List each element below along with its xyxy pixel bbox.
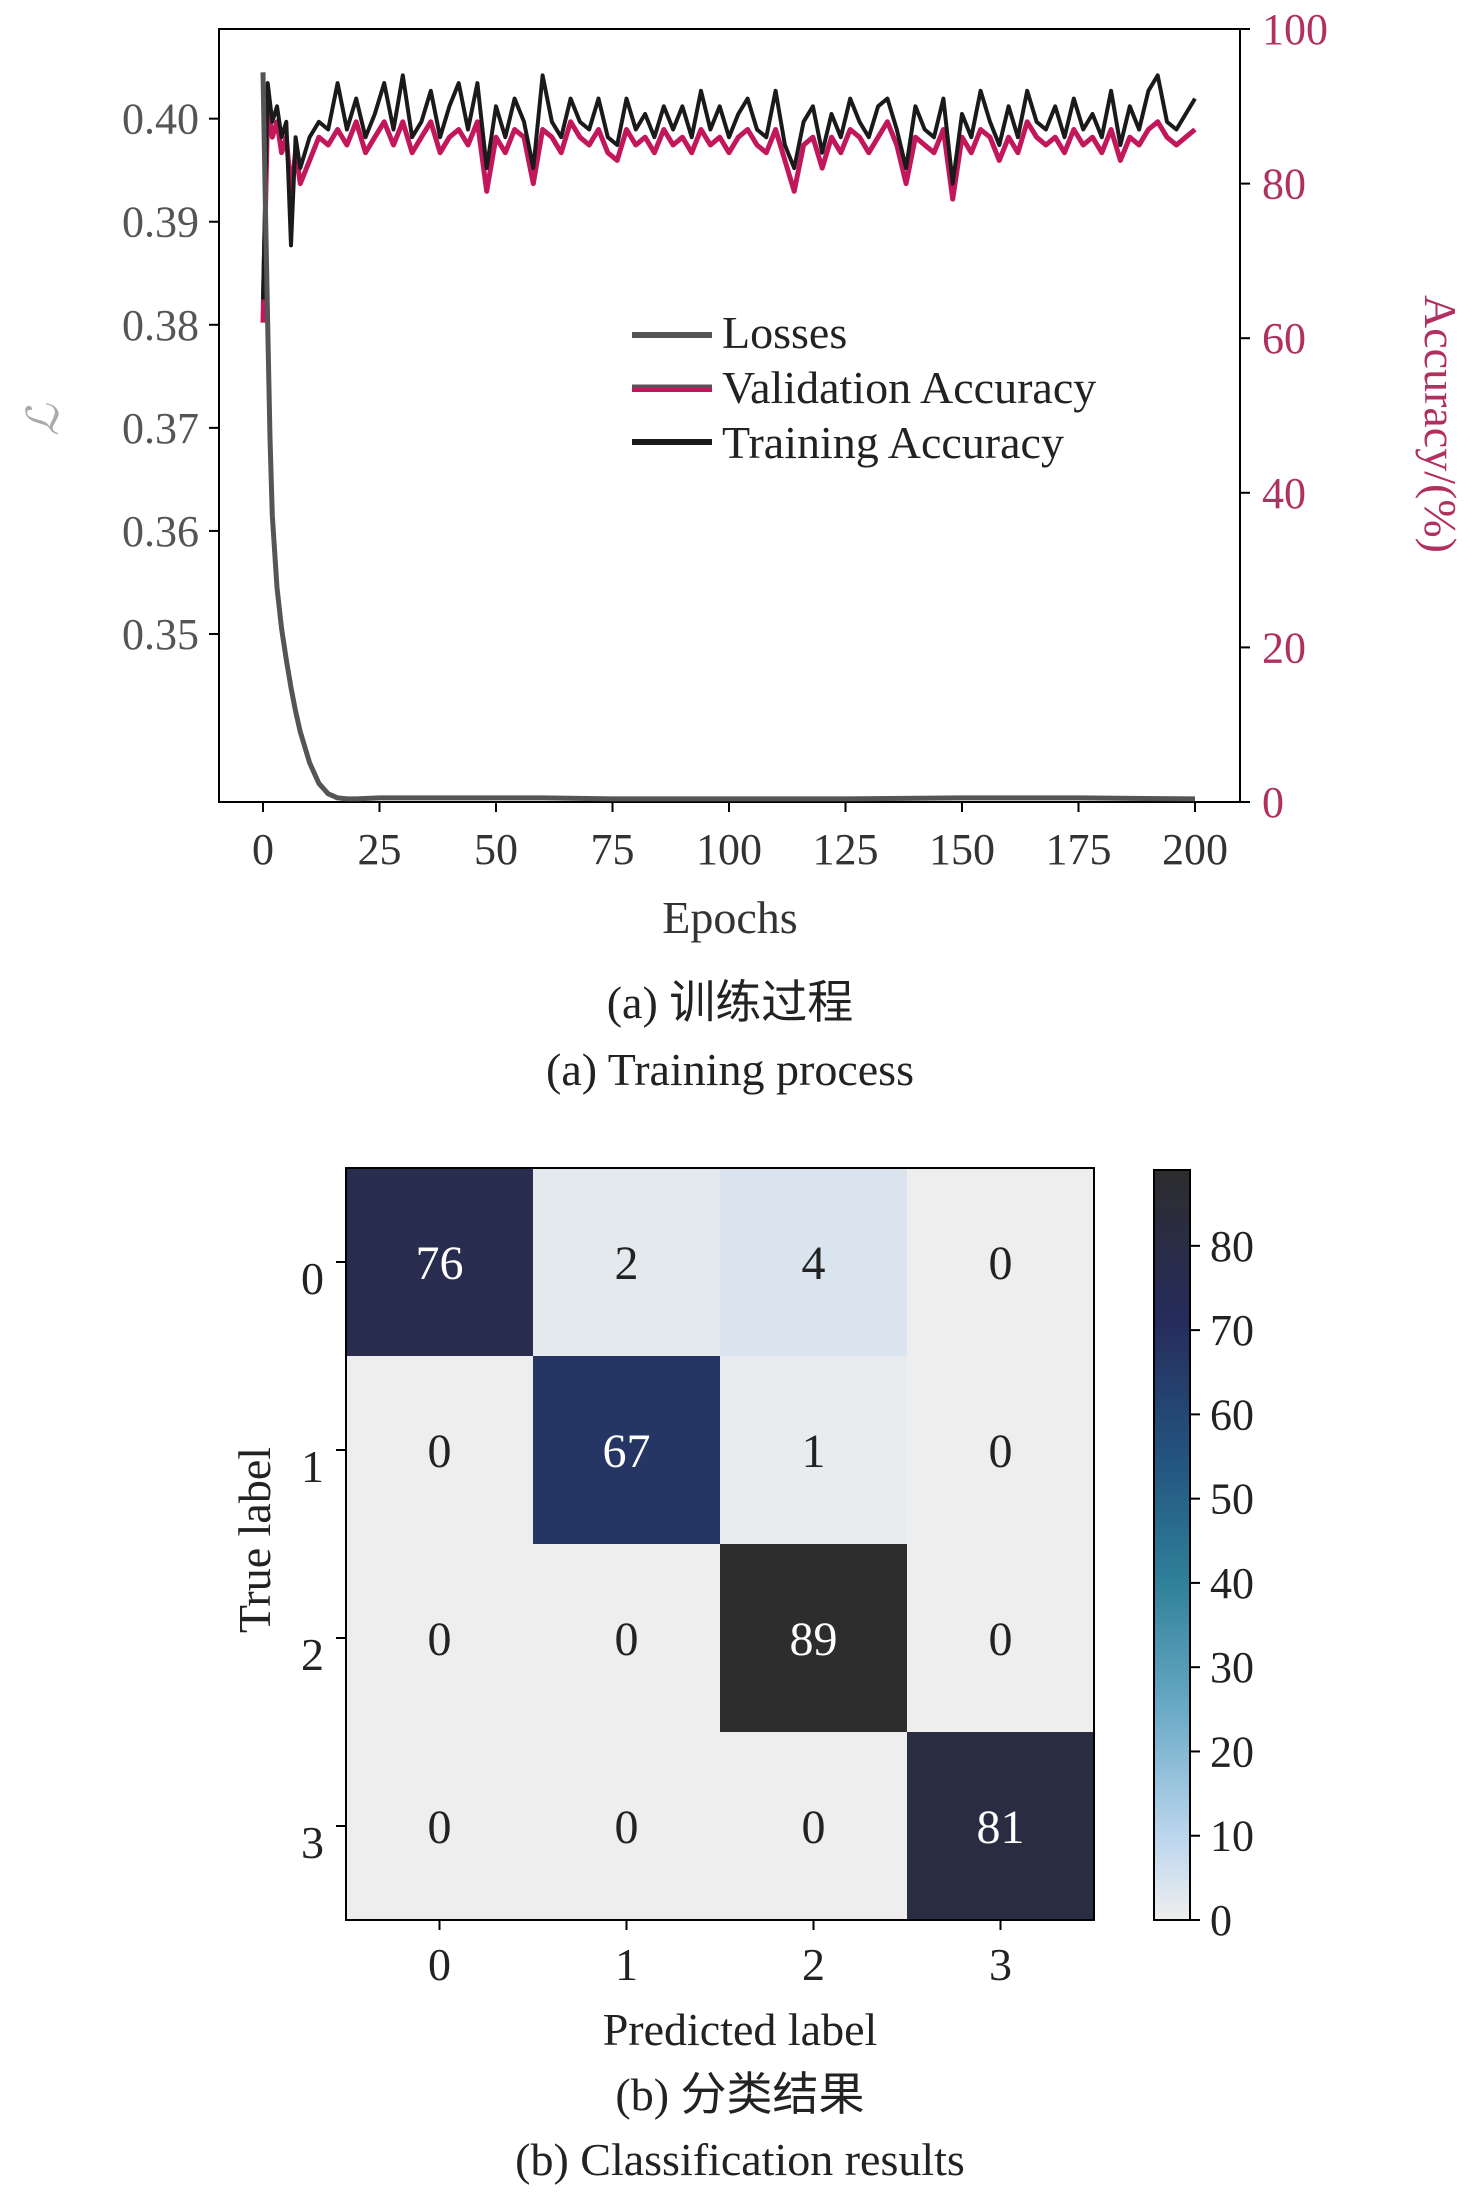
matrix-y-tick-label: 0 xyxy=(301,1253,324,1304)
colorbar-tick-label: 20 xyxy=(1210,1727,1254,1776)
matrix-cell-value: 1 xyxy=(802,1425,826,1478)
y2-tick-label: 100 xyxy=(1262,5,1328,54)
x-tick-label: 0 xyxy=(252,825,274,874)
matrix-cell xyxy=(533,1168,720,1356)
caption-b-en: (b) Classification results xyxy=(515,2134,965,2185)
x-tick-label: 125 xyxy=(813,825,879,874)
matrix-frame xyxy=(345,1167,1095,1921)
matrix-cell-value: 76 xyxy=(416,1237,464,1290)
y2-tick-label: 20 xyxy=(1262,623,1306,672)
matrix-x-tick-label: 2 xyxy=(802,1939,825,1990)
x-tick-label: 100 xyxy=(696,825,762,874)
caption-a-en: (a) Training process xyxy=(546,1044,914,1095)
x-tick-label: 150 xyxy=(929,825,995,874)
legend: Losses Validation Accuracy Training Accu… xyxy=(632,307,1096,468)
legend-label-validation: Validation Accuracy xyxy=(722,362,1096,413)
matrix-cell-value: 0 xyxy=(989,1237,1013,1290)
x-tick-label: 25 xyxy=(358,825,402,874)
colorbar-tick-label: 0 xyxy=(1210,1896,1232,1945)
y-tick-label: 0.35 xyxy=(122,610,199,659)
caption-a-cn: (a) 训练过程 xyxy=(607,977,854,1028)
y-tick-label: 0.38 xyxy=(122,301,199,350)
x-axis-label: Epochs xyxy=(662,892,797,943)
colorbar-tick-label: 80 xyxy=(1210,1222,1254,1271)
matrix-cell xyxy=(533,1544,720,1732)
y-tick-label: 0.37 xyxy=(122,404,199,453)
matrix-cell xyxy=(346,1544,533,1732)
confusion-cells: 76 2 4 0 0 67 1 0 0 0 89 0 0 0 0 81 xyxy=(346,1168,1094,1920)
colorbar-tick-label: 60 xyxy=(1210,1390,1254,1439)
y-axis-label: ℒ xyxy=(19,403,68,436)
matrix-x-tick-label: 1 xyxy=(615,1939,638,1990)
matrix-cell-value: 2 xyxy=(615,1237,639,1290)
colorbar-tick-label: 40 xyxy=(1210,1559,1254,1608)
matrix-x-tick-label: 0 xyxy=(428,1939,451,1990)
matrix-cell xyxy=(346,1168,533,1356)
colorbar-tick-label: 50 xyxy=(1210,1475,1254,1524)
matrix-cell-value: 89 xyxy=(790,1613,838,1666)
x-tick-label: 75 xyxy=(591,825,635,874)
y-tick-label: 0.36 xyxy=(122,507,199,556)
training-axis-ticks: 0 25 50 75 100 125 150 175 2000.350.360.370.380.… xyxy=(122,5,1328,874)
colorbar-tick-label: 70 xyxy=(1210,1306,1254,1355)
matrix-cell xyxy=(533,1732,720,1920)
training-accuracy-line xyxy=(261,73,1197,300)
colorbar-tick-label: 10 xyxy=(1210,1812,1254,1861)
y-tick-label: 0.40 xyxy=(122,95,199,144)
matrix-cell xyxy=(720,1168,907,1356)
x-tick-label: 175 xyxy=(1046,825,1112,874)
matrix-cell xyxy=(907,1544,1094,1732)
matrix-cell xyxy=(346,1732,533,1920)
matrix-cell-value: 0 xyxy=(428,1425,452,1478)
matrix-cell xyxy=(346,1356,533,1544)
y2-tick-label: 60 xyxy=(1262,314,1306,363)
colorbar xyxy=(1153,1169,1191,1921)
matrix-cell-value: 4 xyxy=(802,1237,826,1290)
matrix-cell xyxy=(907,1732,1094,1920)
confusion-axis-ticks: 0 1 2 3 0 1 2 3 xyxy=(301,1253,1012,1990)
matrix-x-axis-label: Predicted label xyxy=(603,2004,878,2055)
matrix-cell-value: 81 xyxy=(977,1801,1025,1854)
legend-label-losses: Losses xyxy=(722,307,847,358)
legend-label-training: Training Accuracy xyxy=(722,417,1064,468)
colorbar-ticks: 0 10 20 30 40 50 60 70 80 xyxy=(1190,1222,1254,1945)
x-tick-label: 200 xyxy=(1162,825,1228,874)
matrix-cell xyxy=(720,1544,907,1732)
matrix-cell-value: 67 xyxy=(603,1425,651,1478)
training-series xyxy=(260,72,1197,802)
matrix-cell-value: 0 xyxy=(615,1613,639,1666)
y2-tick-label: 80 xyxy=(1262,160,1306,209)
matrix-cell-value: 0 xyxy=(989,1613,1013,1666)
matrix-x-tick-label: 3 xyxy=(989,1939,1012,1990)
matrix-cell-value: 0 xyxy=(989,1425,1013,1478)
losses-line xyxy=(260,72,1196,802)
validation-accuracy-line xyxy=(260,103,1197,323)
y2-tick-label: 0 xyxy=(1262,778,1284,827)
matrix-y-axis-label: True label xyxy=(229,1447,280,1633)
matrix-cell-value: 0 xyxy=(428,1801,452,1854)
matrix-cell-value: 0 xyxy=(428,1613,452,1666)
y-tick-label: 0.39 xyxy=(122,198,199,247)
matrix-cell xyxy=(907,1168,1094,1356)
y2-tick-label: 40 xyxy=(1262,469,1306,518)
caption-b-cn: (b) 分类结果 xyxy=(615,2069,864,2120)
matrix-cell xyxy=(720,1356,907,1544)
matrix-cell-value: 0 xyxy=(802,1801,826,1854)
matrix-y-tick-label: 3 xyxy=(301,1817,324,1868)
colorbar-tick-label: 30 xyxy=(1210,1643,1254,1692)
training-chart: 0 25 50 75 100 125 150 175 2000.350.360.370.380.… xyxy=(19,5,1466,1095)
matrix-cell xyxy=(720,1732,907,1920)
matrix-cell-value: 0 xyxy=(615,1801,639,1854)
y2-axis-label: Accuracy/(%) xyxy=(1415,295,1466,553)
matrix-y-tick-label: 2 xyxy=(301,1629,324,1680)
matrix-cell xyxy=(533,1356,720,1544)
matrix-cell xyxy=(907,1356,1094,1544)
x-tick-label: 50 xyxy=(474,825,518,874)
matrix-y-tick-label: 1 xyxy=(301,1441,324,1492)
